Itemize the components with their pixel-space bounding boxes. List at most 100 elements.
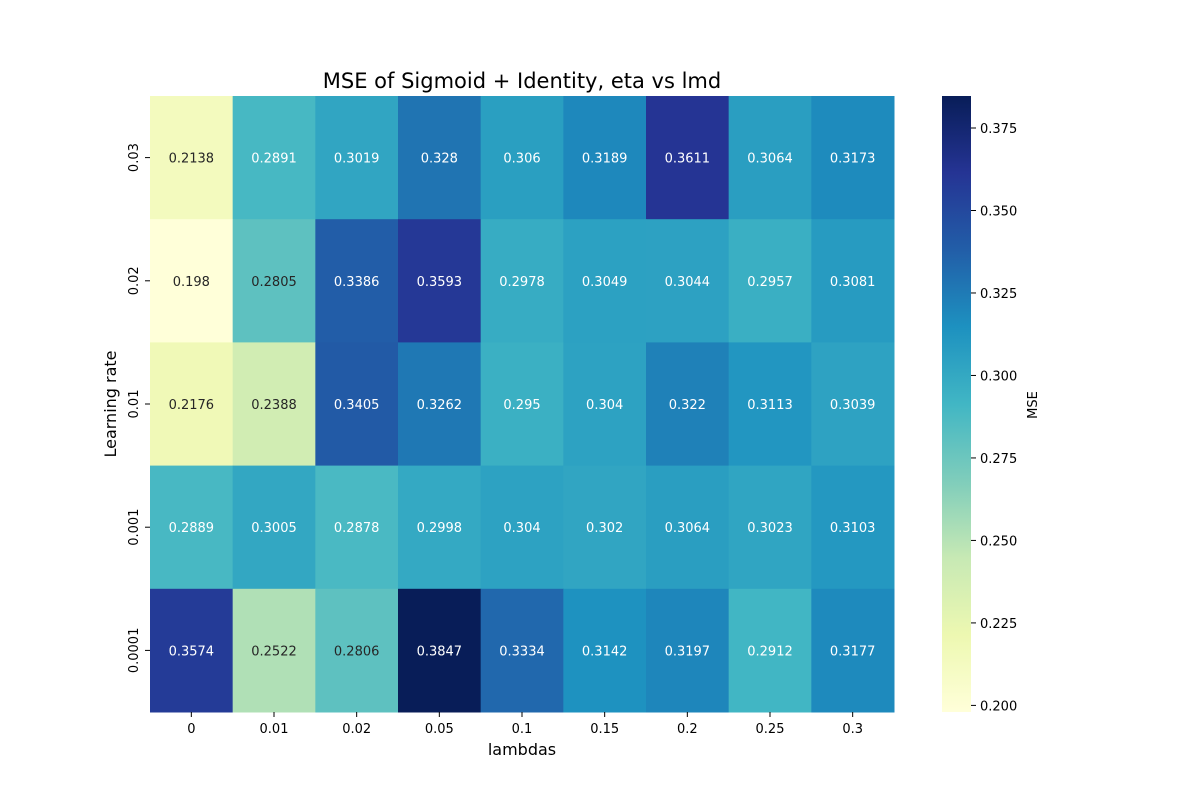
cell-value-label: 0.2176 [169, 398, 215, 413]
heatmap-cells: 0.2138 0.2891 0.3019 0.328 0.306 0.3189 0.3611… [150, 96, 895, 713]
x-axis-ticks: 0 0.01 0.02 0.05 0.1 0.15 0.2 0.25 0.3 [187, 712, 863, 737]
y-tick-label: 0.02 [127, 266, 142, 295]
heatmap-cell [811, 588, 895, 713]
cell-value-label: 0.322 [669, 398, 706, 413]
colorbar-tick-label: 0.325 [980, 287, 1017, 302]
cell-value-label: 0.3049 [582, 275, 628, 290]
heatmap-cell [563, 465, 647, 590]
heatmap-cell [150, 342, 234, 467]
colorbar-tick-label: 0.225 [980, 617, 1017, 632]
heatmap-cell [563, 342, 647, 467]
colorbar-tick-label: 0.350 [980, 204, 1017, 219]
heatmap-cell [232, 219, 316, 343]
cell-value-label: 0.2891 [251, 152, 297, 167]
cell-value-label: 0.2806 [334, 644, 380, 659]
cell-value-label: 0.3044 [665, 275, 711, 290]
cell-value-label: 0.2889 [169, 521, 215, 536]
cell-value-label: 0.3405 [334, 398, 380, 413]
cell-value-label: 0.304 [586, 398, 623, 413]
cell-value-label: 0.3113 [747, 398, 793, 413]
colorbar-gradient [942, 96, 971, 712]
heatmap-cell [646, 342, 730, 467]
cell-value-label: 0.2522 [251, 644, 297, 659]
heatmap-cell [150, 588, 234, 713]
heatmap-cell [232, 465, 316, 590]
y-tick-label: 0.03 [127, 143, 142, 172]
heatmap-cell [646, 219, 730, 343]
heatmap-cell [398, 219, 482, 343]
heatmap-cell [315, 96, 399, 220]
heatmap-cell [563, 219, 647, 343]
cell-value-label: 0.3005 [251, 521, 297, 536]
cell-value-label: 0.3334 [499, 644, 545, 659]
cell-value-label: 0.3064 [747, 152, 793, 167]
chart-title: MSE of Sigmoid + Identity, eta vs lmd [323, 69, 721, 93]
cell-value-label: 0.3189 [582, 152, 628, 167]
heatmap-cell [811, 96, 895, 220]
heatmap-cell [150, 219, 234, 343]
heatmap-cell [398, 96, 482, 220]
cell-value-label: 0.3177 [830, 644, 876, 659]
cell-value-label: 0.295 [503, 398, 540, 413]
heatmap-cell [646, 588, 730, 713]
cell-value-label: 0.3142 [582, 644, 628, 659]
heatmap-cell [480, 96, 564, 220]
y-axis-ticks: 0.03 0.02 0.01 0.001 0.0001 [127, 143, 150, 673]
x-tick-label: 0.25 [756, 722, 785, 737]
cell-value-label: 0.2878 [334, 521, 380, 536]
colorbar-tick-label: 0.275 [980, 452, 1017, 467]
y-tick-label: 0.01 [127, 390, 142, 419]
heatmap-cell [398, 588, 482, 713]
x-tick-label: 0.02 [342, 722, 371, 737]
heatmap-cell [398, 342, 482, 467]
colorbar-tick-label: 0.200 [980, 699, 1017, 714]
cell-value-label: 0.2138 [169, 152, 215, 167]
x-tick-label: 0 [187, 722, 195, 737]
cell-value-label: 0.3019 [334, 152, 380, 167]
cell-value-label: 0.302 [586, 521, 623, 536]
x-tick-label: 0.05 [425, 722, 454, 737]
cell-value-label: 0.3064 [665, 521, 711, 536]
heatmap-cell [232, 96, 316, 220]
heatmap-cell [315, 465, 399, 590]
cell-value-label: 0.2805 [251, 275, 297, 290]
heatmap-cell [728, 219, 812, 343]
colorbar-tick-label: 0.300 [980, 369, 1017, 384]
cell-value-label: 0.3847 [417, 644, 463, 659]
cell-value-label: 0.2912 [747, 644, 793, 659]
x-tick-label: 0.2 [677, 722, 698, 737]
colorbar-label: MSE [1026, 391, 1041, 419]
heatmap-cell [315, 342, 399, 467]
heatmap-cell [563, 588, 647, 713]
cell-value-label: 0.3593 [417, 275, 463, 290]
cell-value-label: 0.3611 [665, 152, 711, 167]
cell-value-label: 0.2978 [499, 275, 545, 290]
cell-value-label: 0.3574 [169, 644, 215, 659]
cell-value-label: 0.3173 [830, 152, 876, 167]
cell-value-label: 0.198 [173, 275, 210, 290]
heatmap-cell [728, 465, 812, 590]
heatmap-cell [646, 96, 730, 220]
heatmap-cell [480, 465, 564, 590]
heatmap-cell [811, 342, 895, 467]
heatmap-cell [150, 96, 234, 220]
heatmap-cell [232, 588, 316, 713]
colorbar: 0.200 0.225 0.250 0.275 0.300 0.325 0.350 0.375 [942, 96, 1017, 714]
heatmap-cell [811, 465, 895, 590]
cell-value-label: 0.2388 [251, 398, 297, 413]
heatmap-cell [728, 588, 812, 713]
heatmap-cell [232, 342, 316, 467]
y-tick-label: 0.001 [127, 509, 142, 546]
cell-value-label: 0.3081 [830, 275, 876, 290]
heatmap-cell [150, 465, 234, 590]
colorbar-tick-label: 0.250 [980, 534, 1017, 549]
cell-value-label: 0.304 [503, 521, 540, 536]
heatmap-cell [728, 96, 812, 220]
cell-value-label: 0.3197 [665, 644, 711, 659]
heatmap-cell [315, 588, 399, 713]
cell-value-label: 0.3039 [830, 398, 876, 413]
cell-value-label: 0.3103 [830, 521, 876, 536]
heatmap-cell [728, 342, 812, 467]
cell-value-label: 0.3023 [747, 521, 793, 536]
